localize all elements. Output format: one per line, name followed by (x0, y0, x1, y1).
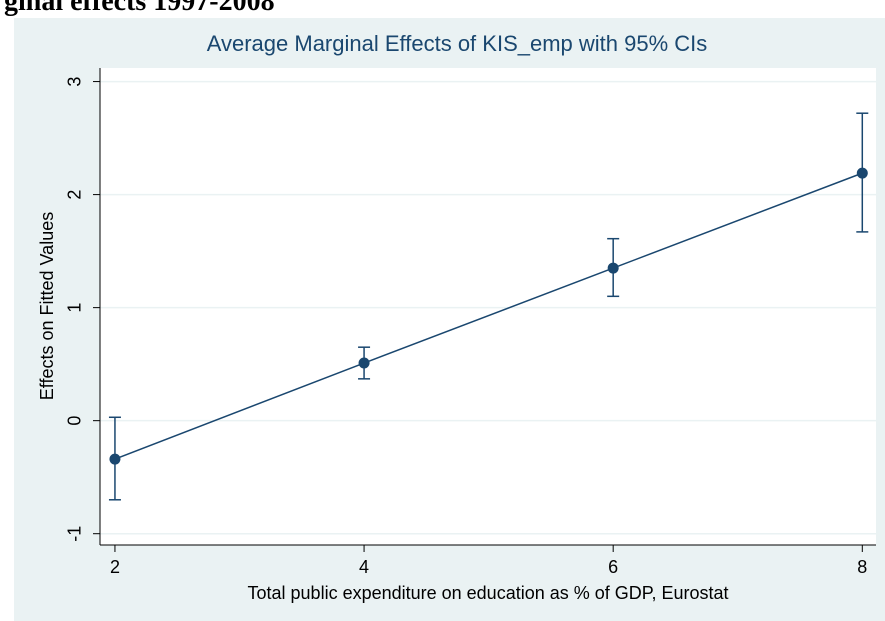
y-tick-label: 1 (65, 303, 85, 313)
point (358, 357, 370, 369)
point (856, 167, 868, 179)
plot-area (100, 68, 876, 545)
y-tick-label: 2 (65, 190, 85, 200)
x-tick-label: 6 (608, 557, 618, 577)
chart-title: Average Marginal Effects of KIS_emp with… (207, 31, 708, 56)
point (109, 453, 121, 465)
x-axis-label: Total public expenditure on education as… (248, 583, 729, 603)
x-tick-label: 8 (857, 557, 867, 577)
page-heading: ginal effects 1997-2008 (4, 0, 275, 17)
y-tick-label: 3 (65, 77, 85, 87)
y-tick-label: 0 (65, 416, 85, 426)
y-tick-label: -1 (65, 526, 85, 542)
y-axis-label: Effects on Fitted Values (37, 212, 57, 400)
series-line (114, 172, 863, 460)
x-tick-label: 4 (359, 557, 369, 577)
x-tick-label: 2 (110, 557, 120, 577)
point (607, 262, 619, 274)
